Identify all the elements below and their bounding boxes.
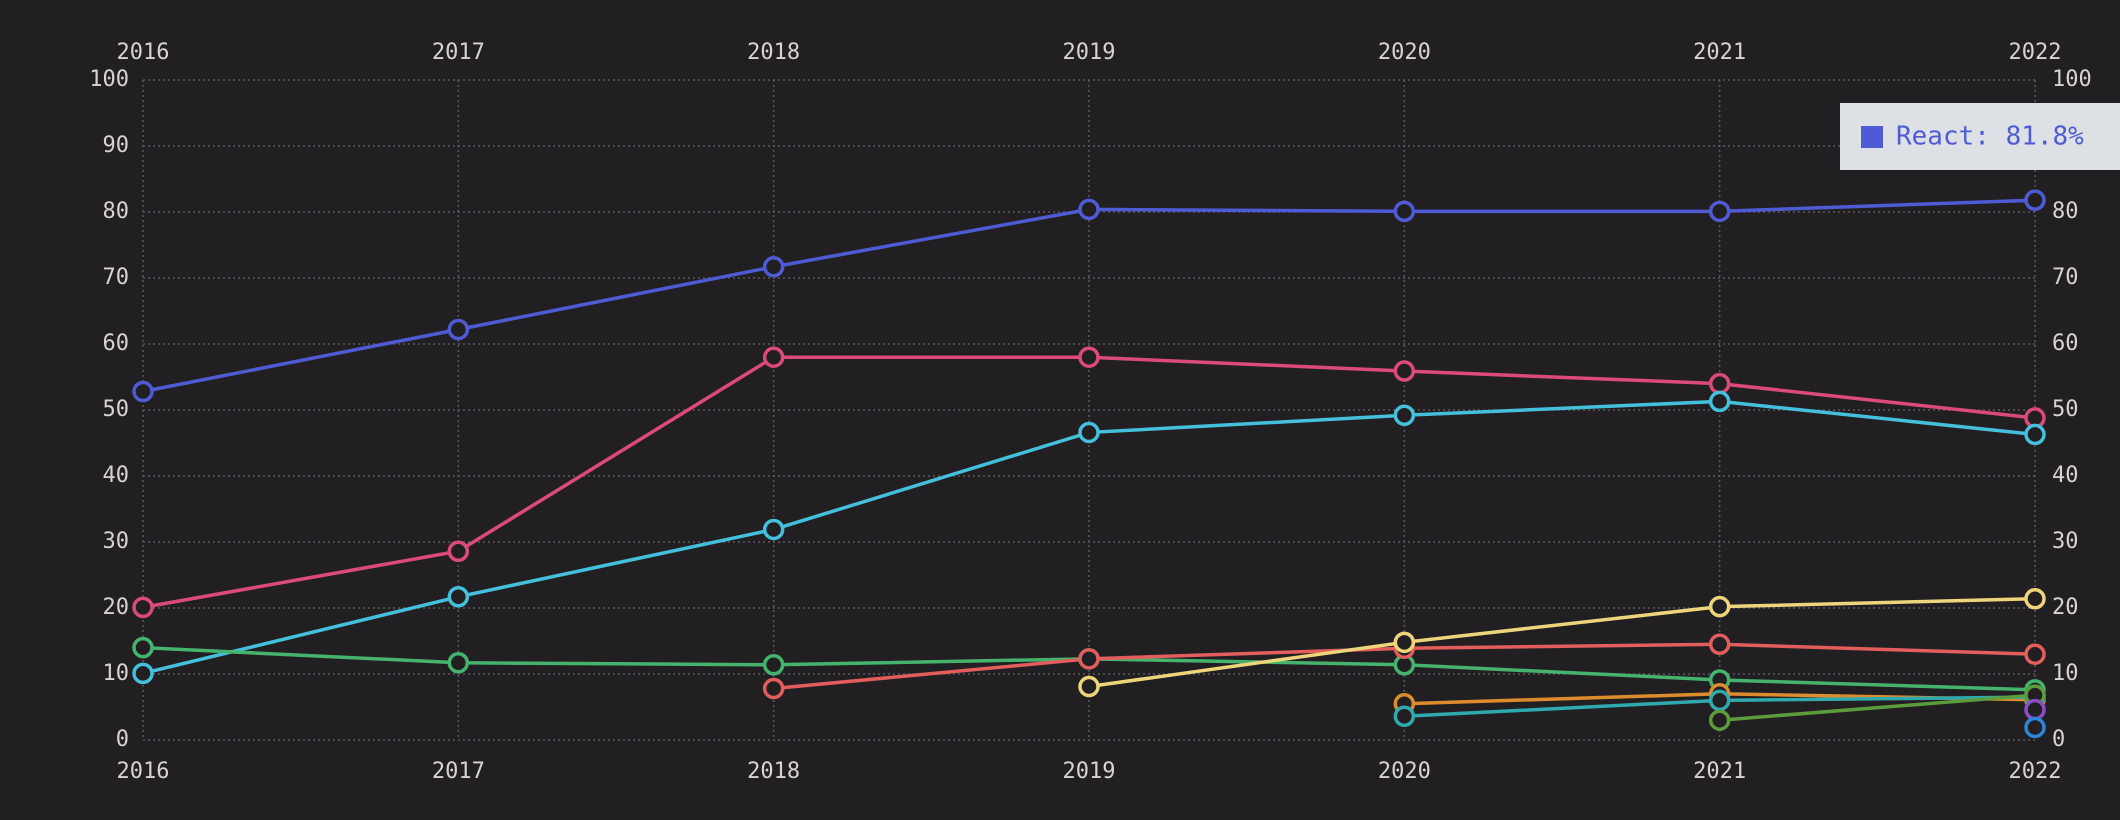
point-marker xyxy=(132,380,154,403)
point-marker xyxy=(132,596,154,619)
point-marker xyxy=(447,318,470,341)
y2-tick-label: 20 xyxy=(2052,595,2079,620)
point-marker xyxy=(447,652,470,674)
point-marker xyxy=(1708,633,1731,656)
y-tick-label: 0 xyxy=(116,727,129,752)
series-line xyxy=(1719,693,2036,722)
point-marker xyxy=(762,677,785,700)
y2-tick-label: 50 xyxy=(2052,397,2079,422)
point-marker xyxy=(1393,200,1416,223)
y2-tick-label: 60 xyxy=(2052,331,2079,356)
y2-tick-label: 10 xyxy=(2052,661,2079,686)
tooltip-box xyxy=(1840,103,2120,170)
point-marker xyxy=(1393,360,1416,382)
x-tick-label-top: 2019 xyxy=(1063,40,1116,65)
point-marker xyxy=(2024,588,2046,610)
y2-tick-label: 0 xyxy=(2052,727,2065,752)
y-tick-label: 90 xyxy=(103,133,130,158)
point-marker xyxy=(1078,648,1100,670)
tooltip-swatch xyxy=(1861,126,1883,148)
y2-tick-label: 100 xyxy=(2052,67,2092,92)
point-marker xyxy=(1708,200,1731,223)
point-marker xyxy=(1078,421,1100,444)
x-tick-label-top: 2020 xyxy=(1378,40,1431,65)
point-marker xyxy=(762,518,785,541)
x-tick-label-top: 2016 xyxy=(117,40,170,65)
point-marker xyxy=(1708,709,1731,731)
x-tick-label: 2018 xyxy=(747,759,800,784)
y-tick-label: 40 xyxy=(103,463,130,488)
point-marker xyxy=(2024,643,2046,665)
point-marker xyxy=(132,636,154,659)
x-tick-label: 2017 xyxy=(432,759,485,784)
point-marker xyxy=(1393,631,1416,654)
point-marker xyxy=(2024,716,2046,739)
y-tick-label: 60 xyxy=(103,331,130,356)
x-tick-label: 2016 xyxy=(117,759,170,784)
point-marker xyxy=(762,346,785,368)
point-marker xyxy=(132,662,154,685)
point-marker xyxy=(1078,675,1100,698)
series-line xyxy=(1088,597,2036,689)
y-tick-label: 20 xyxy=(103,595,130,620)
point-marker xyxy=(1078,346,1100,368)
x-tick-label-top: 2021 xyxy=(1693,40,1746,65)
y-tick-label: 30 xyxy=(103,529,130,554)
y2-tick-label: 40 xyxy=(2052,463,2079,488)
y2-tick-label: 70 xyxy=(2052,265,2079,290)
point-marker xyxy=(447,586,470,608)
point-marker xyxy=(1708,390,1731,413)
point-marker xyxy=(762,654,785,676)
point-marker xyxy=(2024,423,2046,446)
y2-tick-label: 30 xyxy=(2052,529,2079,554)
y-tick-label: 70 xyxy=(103,265,130,290)
point-marker xyxy=(1708,689,1731,712)
point-marker xyxy=(762,256,785,278)
point-marker xyxy=(2024,189,2046,211)
tooltip-text: React: 81.8% xyxy=(1896,122,2084,152)
y-tick-label: 100 xyxy=(89,67,129,92)
x-tick-label: 2019 xyxy=(1063,759,1116,784)
y-tick-label: 10 xyxy=(103,661,130,686)
point-marker xyxy=(1708,595,1731,618)
point-marker xyxy=(447,540,470,562)
point-marker xyxy=(1393,705,1416,727)
x-tick-label: 2021 xyxy=(1693,759,1746,784)
y2-tick-label: 80 xyxy=(2052,199,2079,224)
y-tick-label: 50 xyxy=(103,397,130,422)
point-marker xyxy=(1078,198,1100,221)
point-marker xyxy=(1393,404,1416,427)
x-tick-label-top: 2017 xyxy=(432,40,485,65)
x-tick-label-top: 2022 xyxy=(2009,40,2062,65)
x-tick-label-top: 2018 xyxy=(747,40,800,65)
x-tick-label: 2020 xyxy=(1378,759,1431,784)
x-tick-label: 2022 xyxy=(2009,759,2062,784)
tooltip: React: 81.8% xyxy=(1840,103,2120,170)
point-marker xyxy=(1708,372,1731,395)
point-marker xyxy=(2024,698,2046,721)
y-tick-label: 80 xyxy=(103,199,130,224)
